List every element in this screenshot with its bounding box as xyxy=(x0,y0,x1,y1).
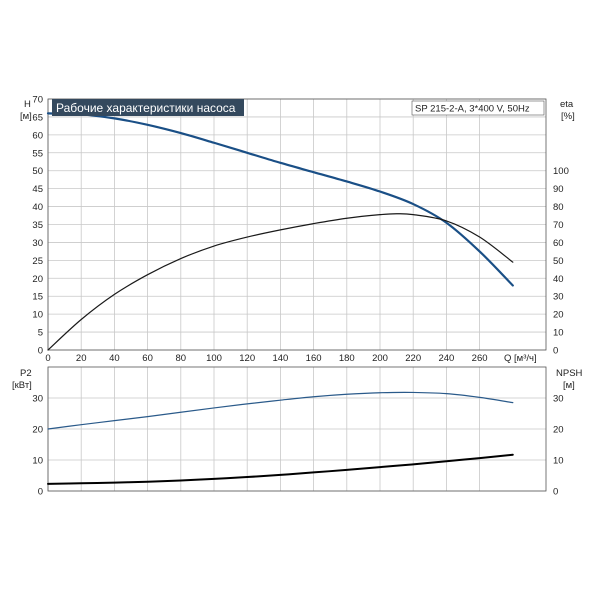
model-label: SP 215-2-A, 3*400 V, 50Hz xyxy=(415,104,530,115)
series-line-p2 xyxy=(47,391,514,430)
x-tick-label: 240 xyxy=(438,353,454,364)
y-left-tick-label: 35 xyxy=(32,220,43,231)
y-right-unit-top: [%] xyxy=(561,111,575,122)
bottom-panel: 0 10 20 30 0 10 20 30 P2 [кВт] NPSH [м] xyxy=(12,366,583,498)
y-right-tick-label: 10 xyxy=(553,456,564,467)
y-left-tick-label: 30 xyxy=(32,394,43,405)
y-right-tick-label: 0 xyxy=(553,346,558,357)
y-left-tick-label: 30 xyxy=(32,238,43,249)
x-tick-label: 60 xyxy=(142,353,153,364)
y-right-tick-label: 20 xyxy=(553,425,564,436)
x-tick-label: 180 xyxy=(339,353,355,364)
y-left-unit-top: [м] xyxy=(20,111,32,122)
y-right-label-top: eta xyxy=(560,99,574,110)
top-plot-frame xyxy=(47,98,547,351)
y-left-label-bottom: P2 xyxy=(20,368,32,379)
series-line-h xyxy=(46,112,514,287)
y-right-tick-label: 10 xyxy=(553,328,564,339)
top-grid xyxy=(47,98,546,351)
x-tick-label: 120 xyxy=(239,353,255,364)
y-left-tick-label: 45 xyxy=(32,184,43,195)
y-right-tick-label: 60 xyxy=(553,238,564,249)
y-right-tick-label: 50 xyxy=(553,256,564,267)
x-tick-label: 100 xyxy=(206,353,222,364)
bottom-ticks: 0 10 20 30 0 10 20 30 xyxy=(32,394,563,498)
model-box xyxy=(411,100,545,116)
y-right-tick-label: 0 xyxy=(553,487,558,498)
y-right-label-bottom: NPSH xyxy=(556,368,583,379)
y-left-tick-label: 55 xyxy=(32,148,43,159)
y-left-tick-label: 10 xyxy=(32,310,43,321)
chart-title: Рабочие характеристики насоса xyxy=(56,101,236,115)
y-right-tick-label: 100 xyxy=(553,166,569,177)
y-left-tick-label: 65 xyxy=(32,112,43,123)
y-left-tick-label: 50 xyxy=(32,166,43,177)
y-left-tick-label: 15 xyxy=(32,292,43,303)
x-tick-label: 220 xyxy=(405,353,421,364)
x-tick-label: 0 xyxy=(45,353,50,364)
top-series xyxy=(46,112,514,351)
x-axis-label: Q [м³/ч] xyxy=(504,353,537,364)
y-right-tick-label: 30 xyxy=(553,394,564,405)
y-left-label-top: H xyxy=(24,99,31,110)
top-ticks: 0 20 40 60 80 100 120 140 160 180 200 220 240 2600510… xyxy=(32,95,568,365)
bottom-series xyxy=(47,391,514,485)
series-line-npsh xyxy=(47,453,514,485)
bottom-grid xyxy=(47,367,546,492)
x-tick-label: 80 xyxy=(176,353,187,364)
top-panel: 0 20 40 60 80 100 120 140 160 180 200 220 240 2600510… xyxy=(20,95,575,365)
y-left-tick-label: 20 xyxy=(32,274,43,285)
y-right-unit-bottom: [м] xyxy=(563,380,575,391)
y-left-tick-label: 20 xyxy=(32,425,43,436)
y-right-tick-label: 80 xyxy=(553,202,564,213)
y-right-tick-label: 20 xyxy=(553,310,564,321)
y-left-tick-label: 25 xyxy=(32,256,43,267)
series-line-eta xyxy=(47,213,514,351)
x-tick-label: 20 xyxy=(76,353,87,364)
y-left-tick-label: 40 xyxy=(32,202,43,213)
y-left-tick-label: 60 xyxy=(32,130,43,141)
x-tick-label: 140 xyxy=(272,353,288,364)
x-tick-label: 40 xyxy=(109,353,120,364)
y-right-tick-label: 40 xyxy=(553,274,564,285)
y-right-tick-label: 30 xyxy=(553,292,564,303)
title-box xyxy=(52,99,244,116)
y-left-tick-label: 0 xyxy=(38,487,43,498)
y-right-tick-label: 90 xyxy=(553,184,564,195)
x-tick-label: 200 xyxy=(372,353,388,364)
y-left-tick-label: 70 xyxy=(32,95,43,106)
x-tick-label: 160 xyxy=(306,353,322,364)
x-tick-label: 260 xyxy=(472,353,488,364)
y-right-tick-label: 70 xyxy=(553,220,564,231)
y-left-tick-label: 5 xyxy=(38,328,43,339)
y-left-tick-label: 10 xyxy=(32,456,43,467)
y-left-unit-bottom: [кВт] xyxy=(12,380,32,391)
y-left-tick-label: 0 xyxy=(38,346,43,357)
